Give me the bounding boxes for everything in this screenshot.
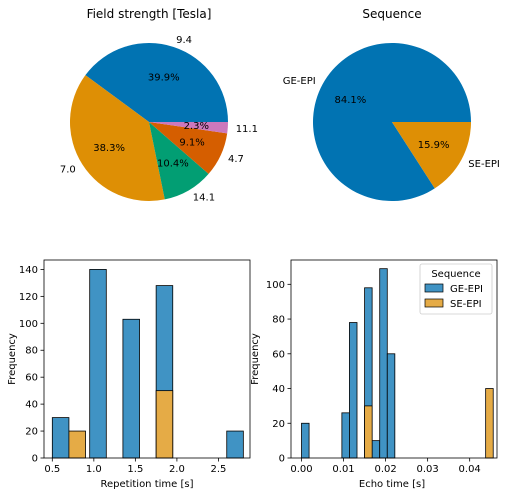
histogram-echo-time: 0.00 0.01 0.02 0.03 0.04 0 20 40 60 80 100 Echo t… xyxy=(250,259,498,490)
y-tick-label: 0 xyxy=(279,454,285,465)
pie-labels-field-strength: 39.9% 9.4 38.3% 7.0 10.4% 14.1 9.1% 4.7 2.3% 11.1 xyxy=(60,35,258,204)
pie-chart-sequence: Sequence 84.1% GE-EPI 15.9% SE-EPI xyxy=(283,7,500,201)
histogram-bars-repetition-time xyxy=(51,269,244,459)
pie-slice-11-1 xyxy=(149,122,228,134)
histogram-bar-ge-epi-5 xyxy=(379,268,388,459)
pie-category-label-7-0: 7.0 xyxy=(60,164,76,175)
pie-category-label-se-epi: SE-EPI xyxy=(468,159,500,170)
x-axis-label-repetition-time: Repetition time [s] xyxy=(101,479,194,490)
histogram-bar-ge-epi-6 xyxy=(386,353,396,459)
y-tick-label: 40 xyxy=(25,400,38,411)
y-tick-label: 20 xyxy=(272,419,285,430)
y-tick-label: 40 xyxy=(272,384,285,395)
x-tick-label: 2.0 xyxy=(169,464,185,475)
pie-category-label-4-7: 4.7 xyxy=(228,154,244,165)
x-tick-label: 1.5 xyxy=(127,464,143,475)
x-ticks-repetition-time: 0.5 1.0 1.5 2.0 2.5 xyxy=(44,458,226,475)
histogram-bar-se-epi-0 xyxy=(364,405,373,459)
legend-title: Sequence xyxy=(431,269,480,280)
pie-category-label-ge-epi: GE-EPI xyxy=(283,76,316,87)
histogram-bar-ge-epi-2 xyxy=(349,322,358,459)
x-tick-label: 1.0 xyxy=(86,464,102,475)
histogram-bar-ge-epi-4 xyxy=(226,430,244,459)
x-tick-label: 2.5 xyxy=(210,464,226,475)
histogram-bar-ge-epi-1 xyxy=(341,412,350,459)
histogram-bars-echo-time xyxy=(301,268,494,459)
pie-pct-label-ge-epi: 84.1% xyxy=(335,95,367,106)
pie-labels-sequence: 84.1% GE-EPI 15.9% SE-EPI xyxy=(283,76,500,170)
y-tick-label: 140 xyxy=(19,265,38,276)
y-tick-label: 60 xyxy=(25,373,38,384)
pie-pct-label-9-4: 39.9% xyxy=(148,73,180,84)
x-ticks-echo-time: 0.00 0.01 0.02 0.03 0.04 xyxy=(290,458,481,475)
x-tick-label: 0.02 xyxy=(374,464,396,475)
pie-slice-4-7 xyxy=(149,122,228,174)
legend-swatch-se-epi xyxy=(424,298,444,308)
pie-category-label-14-1: 14.1 xyxy=(193,193,215,204)
x-tick-label: 0.00 xyxy=(290,464,312,475)
y-tick-label: 0 xyxy=(32,454,38,465)
y-axis-label-echo-time: Frequency xyxy=(250,333,261,385)
y-tick-label: 100 xyxy=(266,280,285,291)
legend-label-ge-epi: GE-EPI xyxy=(450,284,483,295)
pie-pct-label-11-1: 2.3% xyxy=(184,121,209,132)
histogram-bar-ge-epi-2 xyxy=(122,318,140,459)
pie-chart-field-strength: Field strength [Tesla] 39.9% 9.4 38.3% 7.0 1… xyxy=(60,7,258,204)
pie-slice-se-epi xyxy=(392,122,471,189)
plot-frame-repetition-time xyxy=(43,259,251,459)
pie-slice-14-1 xyxy=(149,122,209,200)
y-ticks-echo-time: 0 20 40 60 80 100 xyxy=(266,280,291,465)
pie-pct-label-14-1: 10.4% xyxy=(157,158,189,169)
pie-category-label-11-1: 11.1 xyxy=(236,124,258,135)
histogram-bar-se-epi-0 xyxy=(68,430,86,459)
x-tick-label: 0.04 xyxy=(459,464,481,475)
x-tick-label: 0.5 xyxy=(44,464,60,475)
legend: Sequence GE-EPI SE-EPI xyxy=(419,263,493,315)
pie-pct-label-se-epi: 15.9% xyxy=(418,140,450,151)
pie-title-sequence: Sequence xyxy=(362,7,421,21)
y-tick-label: 120 xyxy=(19,292,38,303)
legend-label-se-epi: SE-EPI xyxy=(450,299,482,310)
pie-category-label-9-4: 9.4 xyxy=(176,35,192,46)
pie-slice-7-0 xyxy=(69,75,165,202)
x-axis-label-echo-time: Echo time [s] xyxy=(359,479,425,490)
histogram-repetition-time: 0.5 1.0 1.5 2.0 2.5 0 20 40 60 80 100 120 140 Repet… xyxy=(7,259,251,490)
histogram-bar-ge-epi-1 xyxy=(89,269,107,459)
y-axis-label-repetition-time: Frequency xyxy=(7,333,18,385)
pie-slices-field-strength xyxy=(69,42,228,202)
x-tick-label: 0.01 xyxy=(332,464,354,475)
y-ticks-repetition-time: 0 20 40 60 80 100 120 140 xyxy=(19,265,44,465)
pie-slices-sequence xyxy=(313,42,471,201)
pie-pct-label-4-7: 9.1% xyxy=(179,137,204,148)
pie-title-field-strength: Field strength [Tesla] xyxy=(87,7,212,21)
x-tick-label: 0.03 xyxy=(416,464,438,475)
pie-pct-label-7-0: 38.3% xyxy=(93,143,125,154)
histogram-bar-se-epi-1 xyxy=(155,390,174,459)
legend-swatch-ge-epi xyxy=(424,283,444,293)
y-tick-label: 60 xyxy=(272,349,285,360)
histogram-bar-ge-epi-0 xyxy=(301,422,310,459)
plot-frame-echo-time xyxy=(290,259,498,459)
pie-slice-ge-epi xyxy=(313,42,471,201)
histogram-bar-se-epi-1 xyxy=(485,388,494,459)
y-tick-label: 20 xyxy=(25,427,38,438)
y-tick-label: 100 xyxy=(19,319,38,330)
y-tick-label: 80 xyxy=(25,346,38,357)
histogram-bar-ge-epi-0 xyxy=(51,417,70,459)
pie-slice-9-4 xyxy=(85,42,228,123)
y-tick-label: 80 xyxy=(272,315,285,326)
histogram-bar-ge-epi-4 xyxy=(371,440,381,459)
